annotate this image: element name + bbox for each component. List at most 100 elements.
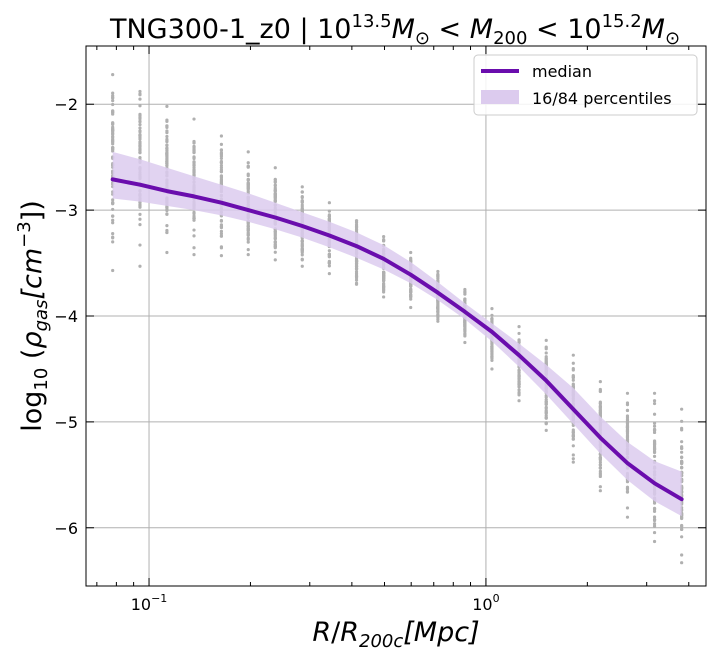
data-point [382,275,386,279]
data-point [165,212,169,216]
xlabel-slash: / [331,617,341,648]
data-point [680,524,684,528]
data-point [273,230,277,234]
data-point [598,456,602,460]
data-point [111,198,115,202]
data-point [111,231,115,236]
data-point [165,159,169,163]
data-point [300,253,304,257]
title-lt-2: < 10 [527,14,601,45]
data-point [165,250,169,255]
data-point [382,270,386,274]
data-point [192,156,196,161]
data-point [138,243,142,247]
data-point [246,240,250,244]
data-point [436,319,440,323]
data-point [463,327,467,331]
data-point [571,444,575,448]
data-point [219,142,224,146]
data-point [544,402,548,406]
data-point [490,352,494,356]
xlabel-r: R [312,617,331,648]
data-point [571,378,575,382]
data-point [138,92,142,96]
data-point [598,469,602,474]
data-point [625,486,630,491]
data-point [382,295,386,299]
data-point [544,351,548,355]
data-point [652,391,657,395]
data-point [625,480,630,484]
data-point [625,408,630,412]
data-point [571,437,575,441]
data-point [219,224,224,228]
data-point [327,254,331,259]
data-point [463,297,467,301]
data-point [165,223,169,228]
data-point [165,148,169,153]
data-point [652,509,657,513]
data-point [111,112,115,116]
data-point [680,527,684,531]
data-point [192,173,196,177]
data-point [219,161,224,165]
data-point [652,524,657,528]
data-point [219,134,224,138]
data-point [680,535,684,539]
data-point [680,428,684,432]
x-tick-label: 100 [472,592,499,614]
data-point [111,102,115,107]
data-point [544,414,548,418]
median-line [110,177,684,502]
data-point [680,407,684,411]
data-point [192,171,196,175]
data-point [517,388,521,392]
data-point [652,428,657,432]
data-point [436,301,440,305]
data-point [625,489,630,493]
data-point [192,166,196,170]
data-point [544,405,548,409]
data-point [219,218,224,223]
title-sun-2: ⊙ [665,28,680,49]
data-point [219,148,224,153]
data-point [463,287,467,292]
data-point [138,143,142,147]
data-point [598,400,602,404]
data-point [625,414,630,418]
data-point [517,377,521,381]
percentile-band [112,151,682,517]
data-point [273,179,277,184]
data-point [246,185,250,189]
data-point [463,292,467,296]
data-point [517,399,521,403]
data-point [246,238,250,242]
median-line-layer [110,177,684,502]
data-point [192,228,196,232]
legend-box [473,54,698,116]
data-point [273,258,277,262]
title-exp-high: 15.2 [602,11,642,32]
data-point [680,465,684,469]
ylabel-units: [cm [17,248,48,300]
data-point [409,250,413,255]
data-point [219,246,224,250]
ylabel-close: ]) [17,200,48,221]
data-point [165,206,169,210]
data-point [625,436,630,440]
data-point [138,130,142,134]
data-point [219,174,224,178]
data-point [652,539,657,544]
data-point [273,243,277,247]
data-point [625,419,630,423]
data-point [490,344,494,348]
data-point [517,368,521,372]
data-point [165,131,169,135]
data-point [138,146,142,151]
data-point [625,421,630,426]
data-point [165,139,169,143]
data-point [598,489,602,493]
data-point [652,439,657,443]
data-point [138,151,142,155]
data-point [165,104,169,108]
